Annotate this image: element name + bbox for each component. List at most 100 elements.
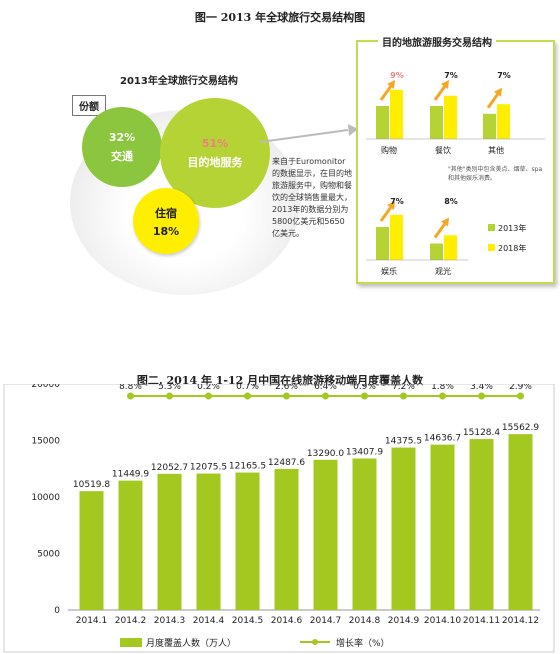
growth-point [283, 392, 290, 400]
growth-label: 7.2% [392, 384, 415, 392]
segment-accommodation-value: 18% [152, 224, 180, 238]
segment-transport: 32% 交通 [82, 107, 162, 187]
figure2-chart: 0 5000 10000 15000 20000 10519.8 2014.1 11449.9… [3, 384, 555, 653]
bar [79, 491, 104, 610]
segment-accommodation: 住宿 18% [133, 188, 199, 254]
figure1-title: 图一 2013 年全球旅行交易结构图 [194, 11, 366, 24]
growth-arrowhead [441, 217, 449, 227]
legend-line-label: 增长率（%） [336, 637, 390, 649]
mini-bar-2013 [376, 227, 389, 260]
mini-category-label: 观光 [435, 266, 451, 276]
mini-bar-2013 [376, 106, 389, 139]
mini-category-label: 购物 [381, 145, 397, 155]
growth-label: 2.9% [509, 384, 532, 392]
bar [157, 473, 182, 610]
growth-label: 6.4% [314, 384, 337, 392]
legend-2013: 2013年 [488, 223, 526, 234]
growth-arrowhead [387, 201, 395, 210]
x-tick-label: 2014.10 [424, 616, 461, 626]
legend-2018-swatch [488, 244, 495, 251]
bar [196, 473, 221, 610]
legend-bar-swatch [120, 638, 142, 647]
segment-destination: 51% 目的地服务 [160, 98, 270, 208]
mini-bar-2018 [444, 235, 457, 260]
arrow-icon [260, 124, 358, 143]
bar-value-label: 15562.9 [502, 423, 539, 433]
x-tick-label: 2014.6 [271, 616, 303, 626]
bar-value-label: 14636.7 [424, 434, 461, 444]
bar-value-label: 11449.9 [112, 470, 149, 480]
mini-bar-2018 [390, 214, 403, 260]
growth-point [205, 392, 212, 400]
bar [313, 459, 338, 610]
x-tick-label: 2014.4 [193, 616, 225, 626]
mini-category-label: 其他 [488, 145, 504, 155]
legend-2013-swatch [488, 224, 495, 231]
segment-transport-value: 32% [108, 130, 136, 144]
growth-label: 0.7% [236, 384, 259, 392]
segment-accommodation-name: 住宿 [155, 206, 177, 220]
growth-point [478, 392, 485, 400]
bar [469, 439, 494, 610]
right-chart-bars: 9% 购物 7% 餐饮 7% 其他 7% 娱乐 8% 观光 [366, 71, 545, 276]
x-tick-label: 2014.3 [154, 616, 186, 626]
mini-growth-label: 7% [497, 71, 511, 80]
growth-label: 2.6% [275, 384, 298, 392]
bar [391, 447, 416, 610]
bar-value-label: 13407.9 [346, 447, 383, 457]
x-tick-label: 2014.1 [76, 616, 108, 626]
segment-destination-value: 51% [201, 136, 229, 150]
growth-label: 0.2% [197, 384, 220, 392]
bar [118, 480, 143, 610]
mini-bar-2018 [497, 104, 510, 139]
growth-label: 0.9% [353, 384, 376, 392]
bar-value-label: 12052.7 [151, 463, 188, 473]
growth-label: 3.4% [470, 384, 493, 392]
growth-arrowhead [387, 80, 395, 89]
growth-label: 1.8% [431, 384, 454, 392]
bar-value-label: 10519.8 [73, 480, 110, 490]
right-chart-footnote: "其他"类别中包含美点、烟草、spa和其他娱乐消费。 [448, 166, 543, 182]
mini-bar-2018 [390, 89, 403, 139]
mini-bar-2018 [444, 95, 457, 139]
mini-bar-2013 [430, 243, 443, 260]
y-tick-label: 20000 [31, 384, 60, 390]
x-tick-label: 2014.8 [349, 616, 381, 626]
mini-bar-2013 [483, 113, 496, 139]
x-tick-label: 2014.5 [232, 616, 264, 626]
growth-point [322, 392, 329, 400]
bar-value-label: 12487.6 [268, 458, 305, 468]
bar [235, 472, 260, 610]
bar [352, 458, 377, 610]
bar-value-label: 14375.5 [385, 437, 422, 447]
bar-value-label: 12165.5 [229, 462, 266, 472]
y-tick-label: 10000 [31, 493, 60, 503]
legend-2013-label: 2013年 [498, 224, 527, 233]
bar [430, 444, 455, 610]
growth-point [127, 392, 134, 400]
x-tick-label: 2014.2 [115, 616, 147, 626]
y-tick-label: 5000 [37, 550, 60, 560]
chart-frame [3, 384, 555, 653]
share-badge: 份额 [72, 95, 106, 116]
left-chart-note: 来自于Euromonitor的数据显示，在目的地旅游服务中，购物和餐饮的全球销售… [272, 157, 352, 238]
mini-growth-label: 8% [444, 197, 458, 206]
mini-growth-label: 7% [444, 71, 458, 80]
x-tick-label: 2014.7 [310, 616, 342, 626]
growth-arrow [433, 222, 447, 239]
legend-line-marker [312, 639, 318, 645]
growth-arrowhead [494, 87, 502, 97]
bar [274, 468, 299, 610]
segment-transport-name: 交通 [111, 149, 133, 163]
growth-arrow [486, 92, 500, 109]
x-tick-label: 2014.12 [502, 616, 539, 626]
growth-point [517, 392, 524, 400]
growth-point [166, 392, 173, 400]
y-tick-label: 15000 [31, 437, 60, 447]
mini-growth-label: 7% [390, 197, 404, 206]
growth-arrow [379, 85, 393, 101]
growth-label: 8.8% [119, 384, 142, 392]
legend-2018-label: 2018年 [498, 244, 527, 253]
mini-category-label: 娱乐 [381, 266, 397, 276]
figure1-right-chart: 目的地旅游服务交易结构 9% 购物 7% 餐饮 7% 其他 7% 娱乐 8% 观光 "其他"类别中… [356, 34, 555, 284]
